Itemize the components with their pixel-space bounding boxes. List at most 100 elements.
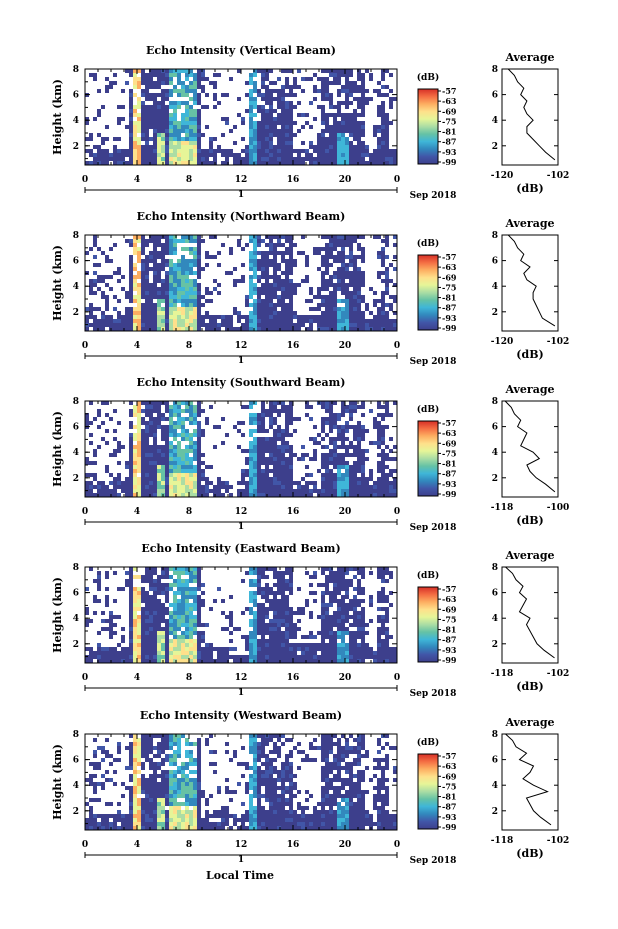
heatmap-cell: [165, 141, 169, 145]
heatmap-cell: [281, 433, 285, 437]
heatmap-cell: [389, 659, 393, 663]
heatmap-cell: [133, 105, 137, 109]
heatmap-cell: [193, 473, 197, 477]
heatmap-cell: [389, 295, 393, 299]
heatmap-cell: [317, 153, 321, 157]
heatmap-cell: [277, 129, 281, 133]
heatmap-cell: [261, 457, 265, 461]
heatmap-cell: [189, 323, 193, 327]
heatmap-cell: [149, 461, 153, 465]
heatmap-cell: [165, 299, 169, 303]
heatmap-cell: [149, 303, 153, 307]
heatmap-cell: [217, 101, 221, 105]
heatmap-cell: [89, 311, 93, 315]
heatmap-cell: [201, 433, 205, 437]
heatmap-cell: [121, 319, 125, 323]
y-tick-label: 2: [73, 474, 79, 484]
heatmap-cell: [157, 105, 161, 109]
heatmap-cell: [305, 465, 309, 469]
heatmap-cell: [389, 161, 393, 165]
heatmap-cell: [261, 239, 265, 243]
heatmap-cell: [157, 77, 161, 81]
heatmap-cell: [237, 97, 241, 101]
heatmap-cell: [333, 643, 337, 647]
heatmap-cell: [181, 631, 185, 635]
heatmap-cell: [101, 295, 105, 299]
heatmap-cell: [85, 473, 89, 477]
heatmap-cell: [325, 607, 329, 611]
heatmap-cell: [381, 77, 385, 81]
heatmap-cell: [365, 481, 369, 485]
heatmap-cell: [145, 579, 149, 583]
heatmap-cell: [253, 291, 257, 295]
heatmap-cell: [345, 631, 349, 635]
heatmap-cell: [177, 433, 181, 437]
heatmap-cell: [381, 461, 385, 465]
heatmap-cell: [261, 93, 265, 97]
panel-title: Echo Intensity (Southward Beam): [137, 376, 346, 389]
heatmap-cell: [313, 437, 317, 441]
heatmap-cell: [349, 243, 353, 247]
heatmap-cell: [361, 235, 365, 239]
heatmap-cell: [149, 267, 153, 271]
heatmap-cell: [193, 271, 197, 275]
heatmap-cell: [125, 327, 129, 331]
profile-frame: [501, 68, 559, 166]
heatmap-cell: [305, 643, 309, 647]
heatmap-cell: [249, 421, 253, 425]
heatmap-cell: [265, 101, 269, 105]
heatmap-cell: [161, 259, 165, 263]
heatmap-cell: [153, 105, 157, 109]
heatmap-cell: [293, 627, 297, 631]
heatmap-cell: [173, 307, 177, 311]
heatmap-cell: [221, 93, 225, 97]
heatmap-cell: [157, 635, 161, 639]
heatmap-cell: [125, 465, 129, 469]
heatmap-cell: [309, 651, 313, 655]
heatmap-cell: [361, 477, 365, 481]
heatmap-cell: [341, 635, 345, 639]
heatmap-cell: [185, 567, 189, 571]
heatmap-cell: [141, 477, 145, 481]
heatmap-cell: [141, 469, 145, 473]
heatmap-cell: [385, 639, 389, 643]
heatmap-cell: [181, 437, 185, 441]
heatmap-cell: [117, 137, 121, 141]
heatmap-cell: [165, 571, 169, 575]
heatmap-cell: [329, 81, 333, 85]
heatmap-cell: [133, 635, 137, 639]
heatmap-cell: [113, 73, 117, 77]
heatmap-cell: [321, 287, 325, 291]
heatmap-cell: [277, 473, 281, 477]
heatmap-cell: [189, 481, 193, 485]
heatmap-cell: [297, 457, 301, 461]
heatmap-cell: [105, 89, 109, 93]
heatmap-cell: [305, 157, 309, 161]
heatmap-cell: [353, 655, 357, 659]
heatmap-cell: [193, 639, 197, 643]
heatmap-cell: [93, 323, 97, 327]
heatmap-cell: [273, 445, 277, 449]
heatmap-cell: [341, 125, 345, 129]
heatmap-cell: [285, 161, 289, 165]
heatmap-cell: [257, 473, 261, 477]
heatmap-cell: [145, 461, 149, 465]
heatmap-cell: [361, 647, 365, 651]
heatmap-cell: [325, 141, 329, 145]
heatmap-cell: [321, 323, 325, 327]
heatmap-cell: [369, 469, 373, 473]
heatmap-cell: [201, 603, 205, 607]
heatmap-cell: [357, 485, 361, 489]
heatmap-cell: [165, 643, 169, 647]
heatmap-cell: [345, 627, 349, 631]
profile-x-tick-label: -100: [547, 503, 570, 513]
heatmap-cell: [237, 627, 241, 631]
heatmap-cell: [141, 263, 145, 267]
heatmap-cell: [261, 283, 265, 287]
heatmap-cell: [225, 647, 229, 651]
heatmap-cell: [181, 267, 185, 271]
heatmap-cell: [141, 153, 145, 157]
heatmap-cell: [105, 651, 109, 655]
heatmap-cell: [257, 591, 261, 595]
heatmap-cell: [289, 433, 293, 437]
